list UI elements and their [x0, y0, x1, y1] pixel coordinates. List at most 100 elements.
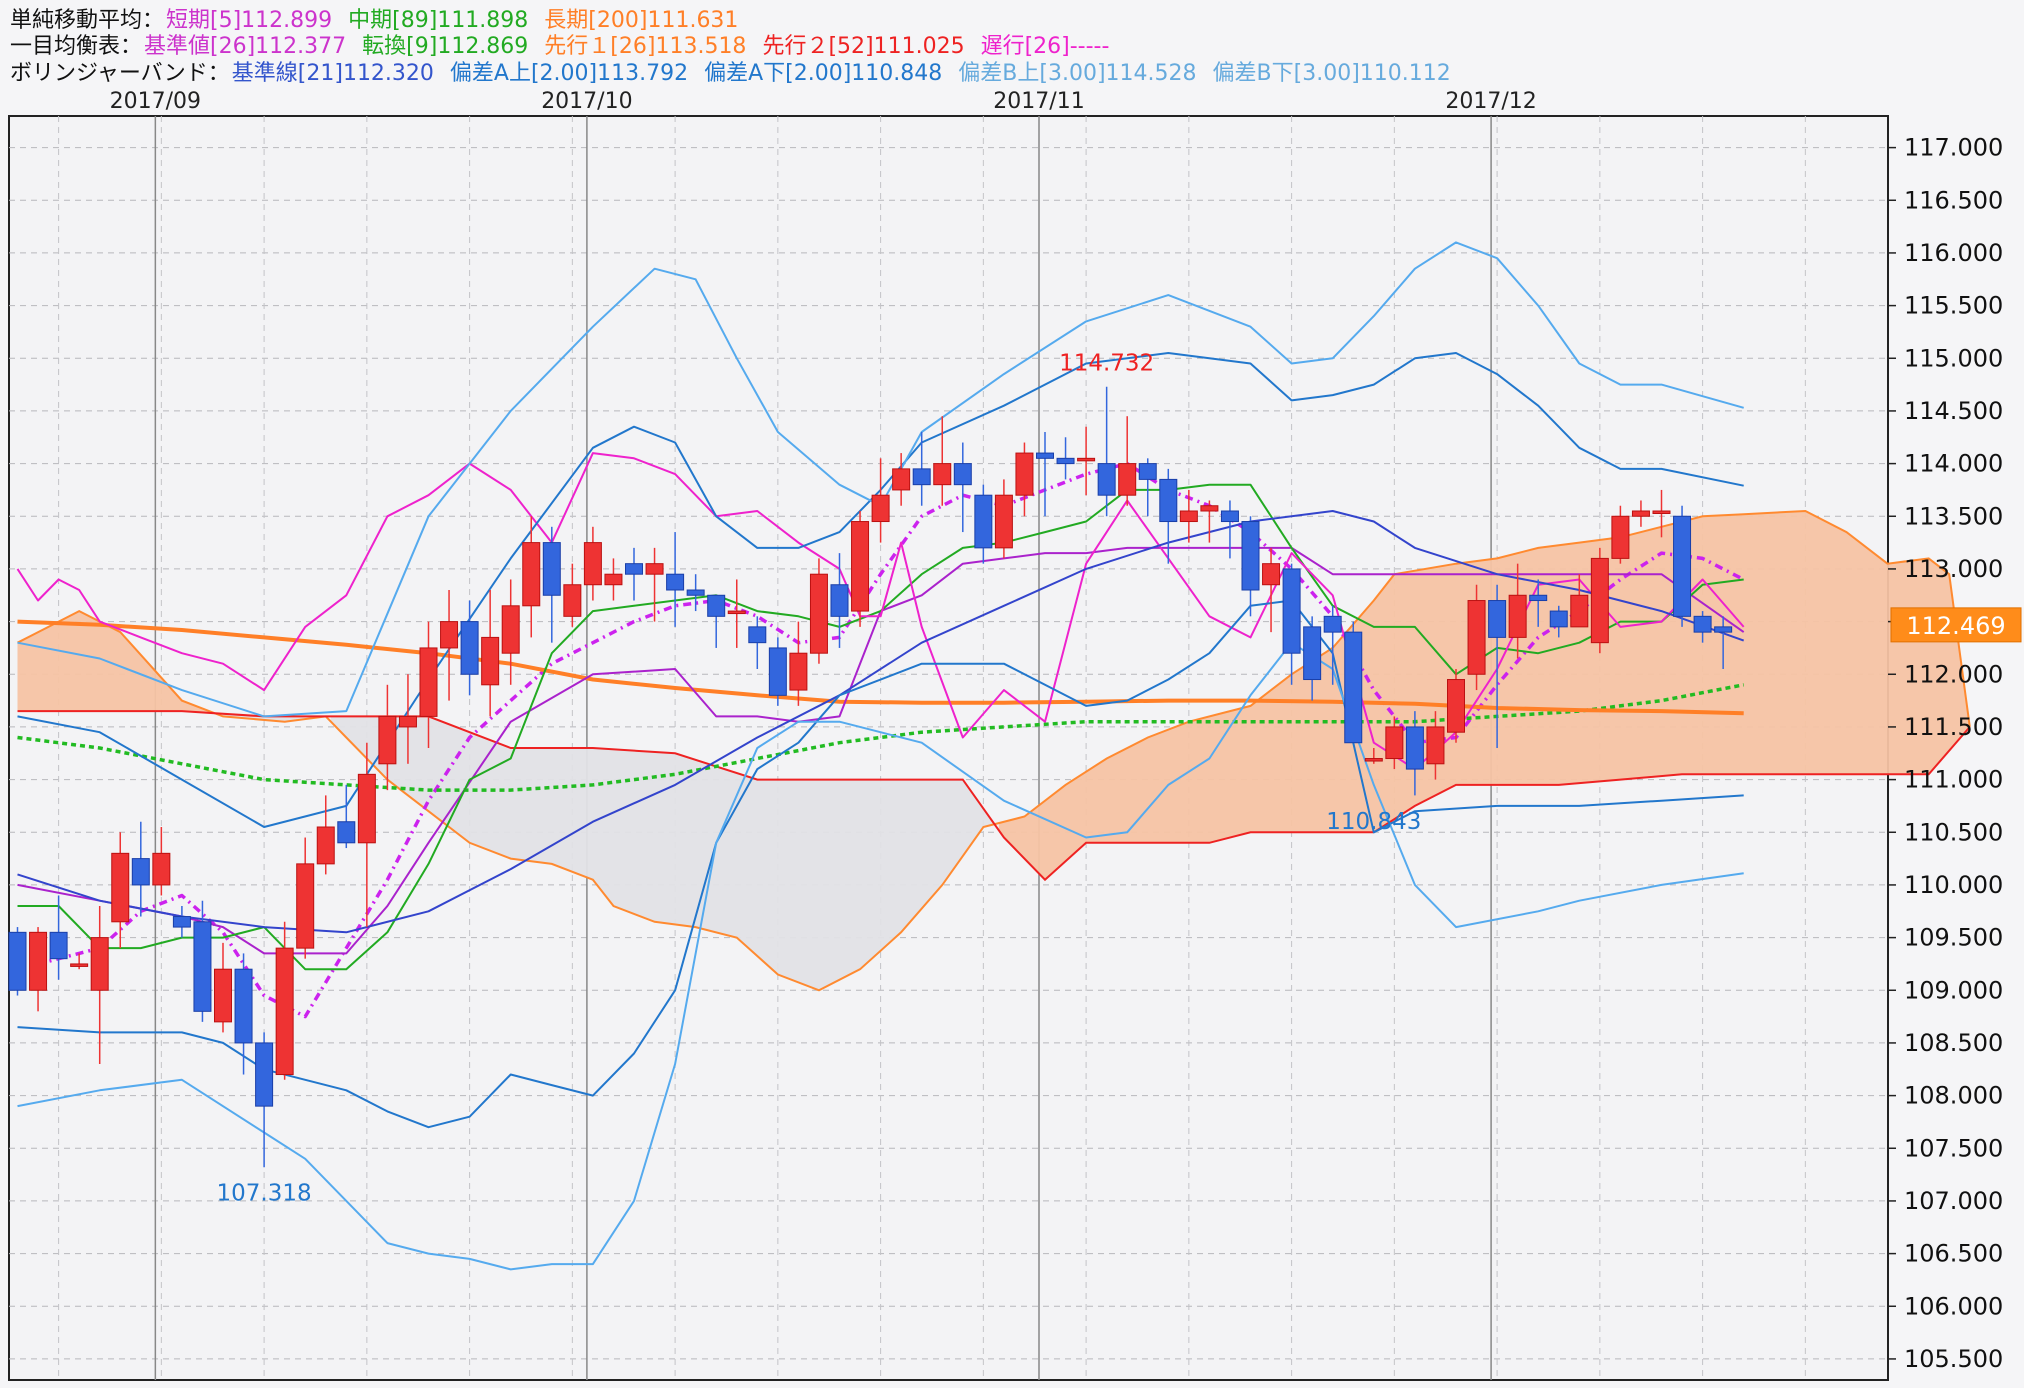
- legend-bollinger-item: 偏差B上[3.00]114.528: [958, 61, 1196, 86]
- candle-body: [193, 921, 212, 1012]
- indicator-line: [17, 546, 1745, 955]
- candle-body: [440, 621, 459, 649]
- y-tick-label: 106.000: [1904, 1292, 2003, 1320]
- candle-body: [1570, 594, 1589, 628]
- cloud-bullish: [17, 611, 213, 714]
- y-tick-label: 105.500: [1904, 1345, 2003, 1373]
- y-tick-label: 109.000: [1904, 976, 2003, 1004]
- candle-body: [316, 826, 335, 865]
- candle-body: [460, 621, 479, 675]
- ichimoku-cloud: [17, 509, 1971, 992]
- y-tick-label: 111.500: [1904, 713, 2003, 741]
- legend-bollinger-label: ボリンジャーバンド：: [10, 61, 230, 86]
- candle-body: [1405, 726, 1424, 770]
- candle-body: [1323, 615, 1342, 633]
- y-tick-label: 113.500: [1904, 502, 2003, 530]
- candle-body: [686, 589, 705, 596]
- candle-body: [953, 463, 972, 486]
- candle-body: [1015, 452, 1034, 496]
- candle-body: [172, 916, 191, 928]
- indicator-line: [17, 241, 1744, 718]
- legend-sma-label: 単純移動平均：: [10, 8, 164, 33]
- candle-body: [275, 947, 294, 1076]
- candle-body: [1077, 457, 1096, 462]
- candle-body: [1159, 478, 1178, 523]
- candle-body: [1385, 726, 1404, 760]
- candle-body: [1220, 510, 1239, 523]
- month-label: 2017/10: [541, 89, 632, 114]
- candle-body: [1426, 726, 1445, 765]
- y-tick-label: 116.000: [1904, 239, 2003, 267]
- candles: [8, 386, 1733, 1168]
- candle-body: [357, 773, 376, 844]
- candle-body: [1364, 758, 1383, 762]
- candle-body: [542, 542, 561, 596]
- candle-body: [111, 852, 130, 923]
- candle-body: [49, 931, 68, 960]
- candle-body: [748, 626, 767, 644]
- candle-body: [974, 494, 993, 549]
- candle-body: [1529, 594, 1548, 602]
- candle-body: [1036, 452, 1054, 459]
- indicator-line: [17, 641, 1744, 1271]
- y-tick-label: 108.000: [1904, 1082, 2003, 1110]
- candle-body: [70, 963, 89, 967]
- legend-ichimoku-item: 転換[9]112.869: [362, 34, 528, 59]
- candle-body: [666, 573, 685, 591]
- candle-body: [1056, 457, 1075, 465]
- price-annotation: 110.843: [1326, 809, 1421, 835]
- candle-body: [789, 652, 808, 691]
- candle-body: [625, 563, 643, 575]
- y-tick-label: 115.500: [1904, 292, 2003, 320]
- y-tick-label: 115.000: [1904, 344, 2003, 372]
- y-tick-label: 110.500: [1904, 818, 2003, 846]
- candle-body: [1262, 563, 1281, 586]
- candle-body: [1179, 510, 1198, 523]
- candle-body: [1488, 600, 1507, 638]
- cloud-bullish: [998, 511, 1970, 880]
- annotations: 114.732 107.318 110.843: [217, 350, 1422, 1206]
- candle-body: [1611, 515, 1630, 559]
- cloud-span-b-line: [17, 710, 1971, 882]
- legend-ichimoku: 一目均衡表：基準値[26]112.377 転換[9]112.869 先行１[26]1…: [10, 34, 1109, 59]
- y-tick-label: 109.500: [1904, 924, 2003, 952]
- legend-sma-item: 長期[200]111.631: [544, 8, 738, 33]
- candle-body: [1200, 505, 1219, 512]
- candle-body: [1344, 631, 1363, 744]
- candle-body: [214, 968, 232, 1023]
- candle-body: [29, 931, 48, 991]
- legend: 単純移動平均：短期[5]112.899 中期[89]111.898 長期[200]1…: [10, 8, 1451, 86]
- legend-sma: 単純移動平均：短期[5]112.899 中期[89]111.898 長期[200]1…: [10, 8, 738, 33]
- y-tick-label: 110.000: [1904, 871, 2003, 899]
- candle-body: [234, 968, 253, 1044]
- candle-body: [604, 573, 623, 586]
- candle-body: [1590, 557, 1609, 644]
- legend-bollinger-item: 基準線[21]112.320: [232, 61, 434, 86]
- candle-body: [563, 584, 582, 617]
- candle-body: [522, 542, 541, 607]
- candle-body: [398, 715, 417, 728]
- candle-body: [707, 594, 726, 617]
- candle-body: [727, 610, 746, 615]
- y-tick-label: 108.500: [1904, 1029, 2003, 1057]
- candle-body: [1631, 510, 1650, 517]
- candle-body: [645, 563, 664, 575]
- candle-body: [1652, 510, 1671, 514]
- legend-ichimoku-item: 先行１[26]113.518: [544, 34, 746, 59]
- y-tick-label: 107.500: [1904, 1134, 2003, 1162]
- candle-body: [583, 542, 602, 586]
- candle-body: [419, 647, 438, 717]
- candle-body: [871, 494, 890, 523]
- legend-bollinger-item: 偏差B下[3.00]110.112: [1213, 61, 1451, 86]
- candle-body: [1693, 615, 1712, 633]
- indicator-line: [17, 510, 1745, 934]
- candle-body: [1097, 463, 1116, 496]
- candle-body: [1303, 626, 1322, 681]
- candle-body: [994, 494, 1013, 549]
- candle-body: [1549, 610, 1568, 628]
- candle-body: [912, 468, 931, 486]
- candle-body: [830, 584, 849, 617]
- candle-body: [296, 863, 315, 949]
